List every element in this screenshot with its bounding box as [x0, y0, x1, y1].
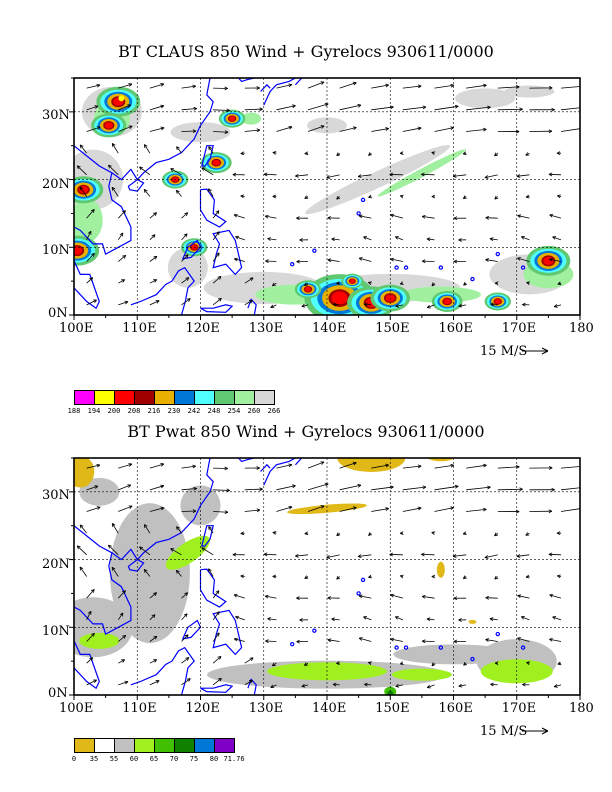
panel2-lat-30n: 30N — [42, 488, 70, 503]
panel1-lat-20n: 20N — [42, 177, 70, 192]
lon-label-170e: 170E — [501, 321, 537, 336]
colorbar-label: 188 — [67, 407, 81, 415]
colorbar-label: 55 — [109, 755, 119, 763]
colorbar-swatch — [134, 738, 155, 753]
panel2-ref-vector-label: 15 M/S — [480, 724, 528, 739]
colorbar-label: 208 — [127, 407, 141, 415]
lon-label-180: 180 — [569, 321, 594, 336]
lon-label-140e: 140E — [312, 321, 347, 336]
colorbar-label: 254 — [227, 407, 241, 415]
colorbar-label: 260 — [247, 407, 261, 415]
panel2-title: BT Pwat 850 Wind + Gyrelocs 930611/0000 — [127, 422, 485, 441]
colorbar-swatch — [154, 738, 175, 753]
wind-vectors — [76, 461, 580, 689]
colorbar-label: 75 — [189, 755, 199, 763]
coastline-outline — [74, 458, 526, 695]
lon-label-130e: 130E — [248, 701, 284, 716]
colorbar-label: 71.76 — [223, 755, 245, 763]
colorbar-label: 200 — [107, 407, 121, 415]
lon-label-110e: 110E — [122, 321, 157, 336]
colorbar-swatch — [94, 738, 115, 753]
lon-label-170e: 170E — [501, 701, 537, 716]
panel1-title: BT CLAUS 850 Wind + Gyrelocs 930611/0000 — [118, 42, 494, 61]
colorbar-label: 216 — [147, 407, 161, 415]
panel2-lat-10n: 10N — [42, 624, 70, 639]
colorbar-swatch — [214, 738, 235, 753]
colorbar-label: 60 — [129, 755, 139, 763]
panel1-ref-vector-label: 15 M/S — [480, 344, 528, 359]
lon-label-120e: 120E — [185, 321, 220, 336]
lon-label-140e: 140E — [312, 701, 347, 716]
lon-label-180: 180 — [569, 701, 594, 716]
panel1-lat-0n: 0N — [48, 306, 68, 321]
lon-label-150e: 150E — [375, 321, 410, 336]
panel1-lat-30n: 30N — [42, 108, 70, 123]
lon-label-130e: 130E — [248, 321, 284, 336]
wind-vectors — [76, 81, 580, 309]
lon-label-100e: 100E — [59, 701, 94, 716]
lon-label-120e: 120E — [185, 701, 220, 716]
lon-label-110e: 110E — [122, 701, 157, 716]
colorbar-label: 266 — [267, 407, 281, 415]
lon-label-160e: 160E — [438, 321, 473, 336]
colorbar-label: 70 — [169, 755, 179, 763]
lon-label-150e: 150E — [375, 701, 410, 716]
lon-label-160e: 160E — [438, 701, 473, 716]
lat-lon-grid — [74, 78, 580, 315]
colorbar-label: 194 — [87, 407, 101, 415]
colorbar-label: 35 — [89, 755, 99, 763]
colorbar-label: 0 — [71, 755, 77, 763]
panel2-lat-20n: 20N — [42, 557, 70, 572]
colorbar-swatch — [254, 390, 275, 405]
panel2-lat-0n: 0N — [48, 686, 68, 701]
colorbar-swatch — [114, 738, 135, 753]
colorbar-label: 65 — [149, 755, 159, 763]
colorbar-label: 230 — [167, 407, 181, 415]
colorbar-label: 80 — [209, 755, 219, 763]
panel1-lat-10n: 10N — [42, 243, 70, 258]
lat-lon-grid — [74, 458, 580, 695]
colorbar-swatch — [174, 738, 195, 753]
colorbar-label: 248 — [207, 407, 221, 415]
colorbar-swatch — [74, 738, 95, 753]
colorbar-swatch — [194, 738, 215, 753]
lon-label-100e: 100E — [59, 321, 94, 336]
colorbar-label: 242 — [187, 407, 201, 415]
